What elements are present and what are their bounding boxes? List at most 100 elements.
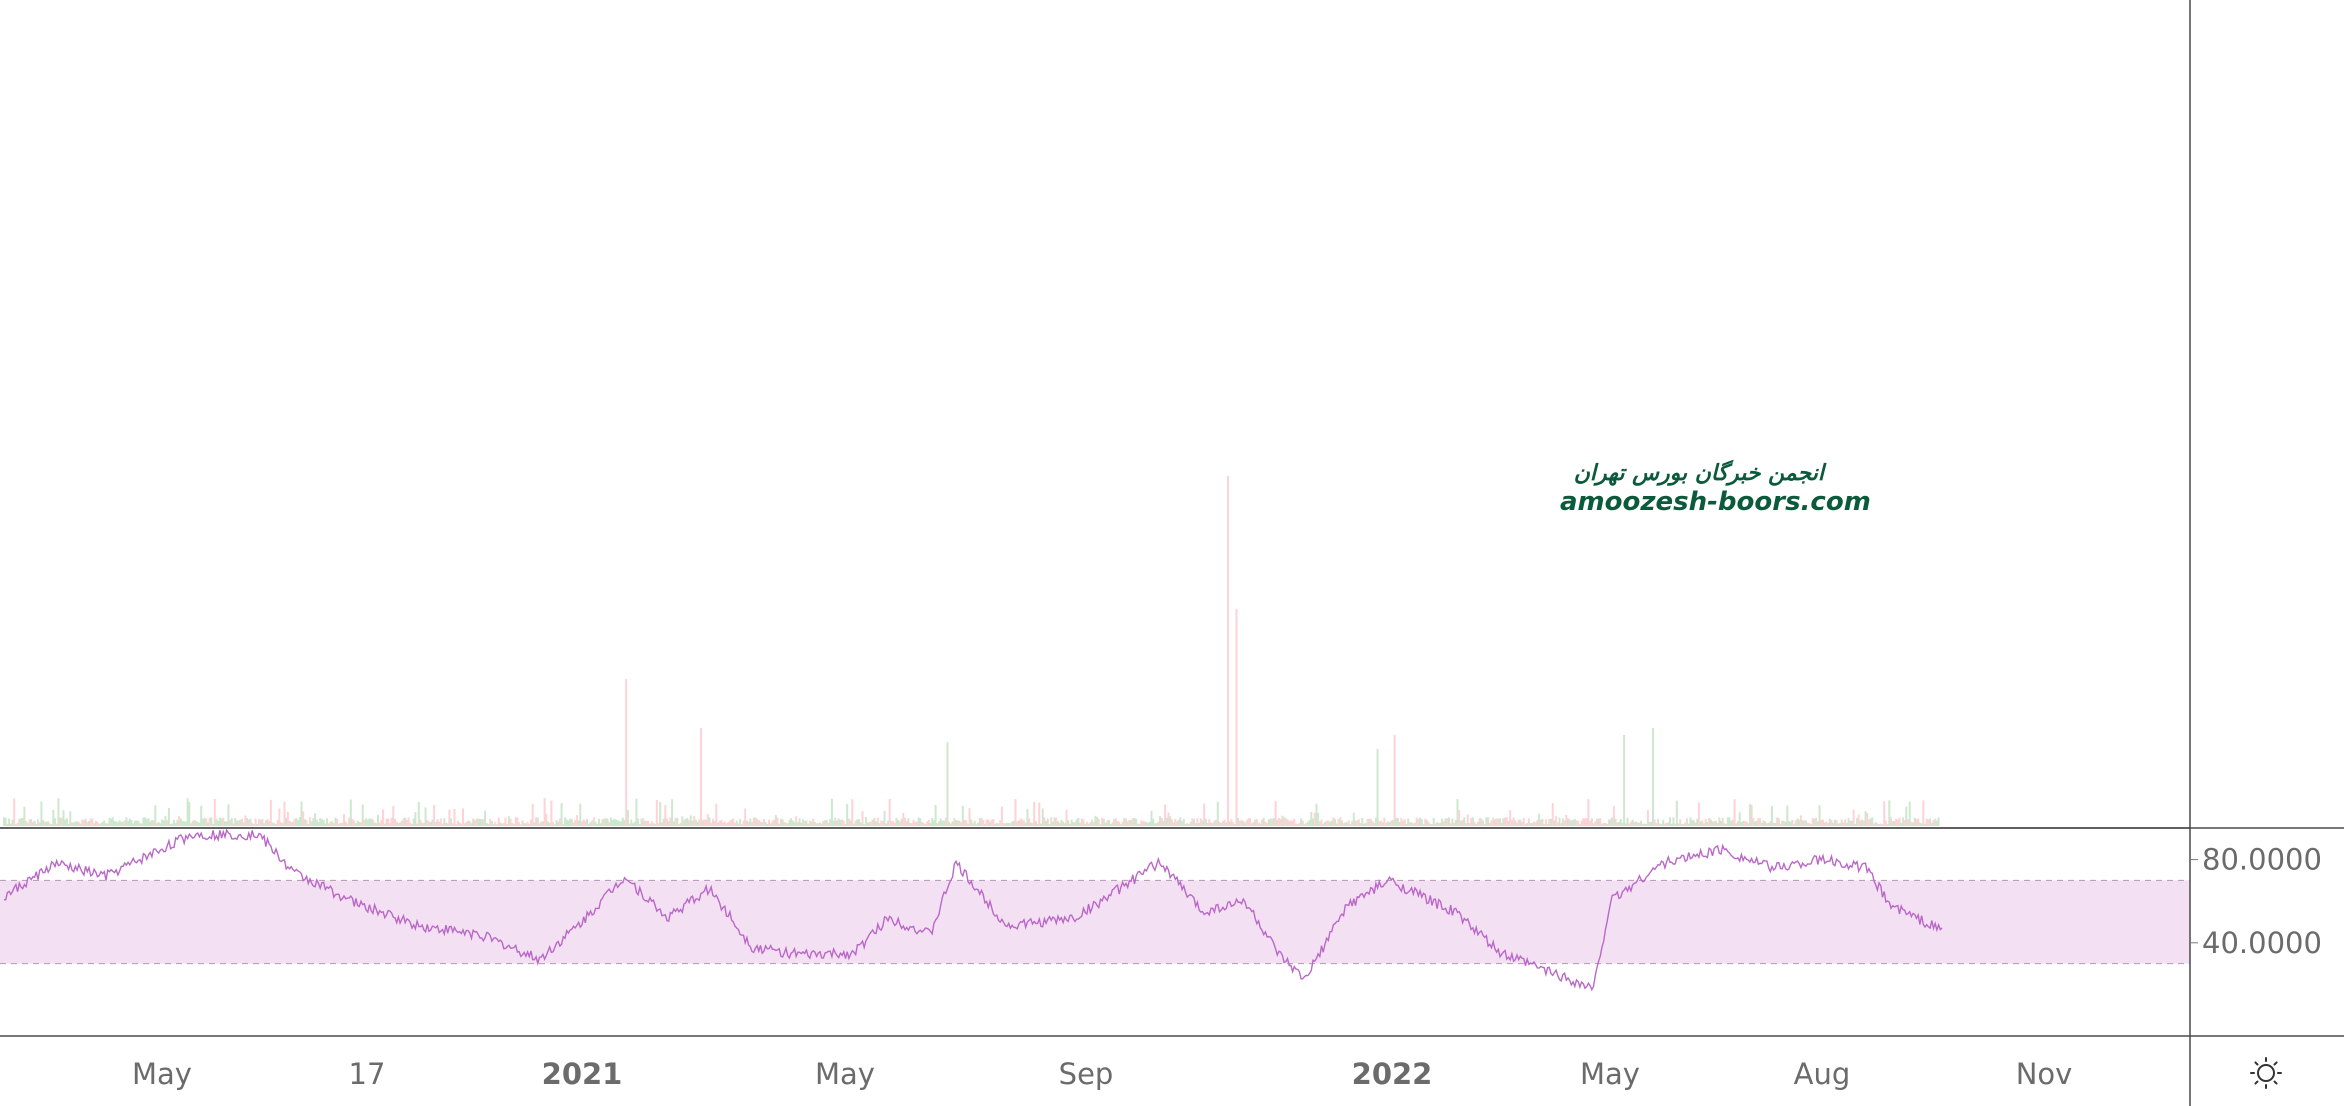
volume-bar	[404, 817, 407, 826]
volume-bar	[1718, 817, 1721, 826]
volume-bar	[1359, 823, 1362, 826]
volume-bar	[533, 822, 536, 826]
volume-bar	[1354, 820, 1357, 826]
volume-bar	[582, 819, 585, 826]
volume-bar	[1459, 820, 1462, 826]
volume-bar	[1053, 817, 1056, 826]
volume-bar	[513, 823, 515, 826]
volume-bar	[885, 823, 888, 826]
volume-bar	[926, 821, 929, 826]
volume-bar	[1162, 821, 1165, 826]
volume-bar	[1437, 823, 1440, 826]
rsi-axis[interactable]: 80.0000 40.0000	[2190, 843, 2322, 960]
volume-bar	[1760, 822, 1763, 826]
volume-bar	[902, 812, 905, 826]
volume-bar	[1193, 819, 1195, 826]
volume-bar	[1123, 818, 1126, 826]
volume-bar	[1233, 824, 1236, 826]
volume-bar	[1272, 817, 1275, 826]
volume-bar	[242, 822, 245, 826]
volume-bar	[116, 822, 119, 826]
volume-bar	[1527, 818, 1530, 826]
volume-bar	[616, 820, 619, 826]
volume-bar	[38, 822, 41, 826]
volume-bar	[375, 823, 378, 826]
volume-bar	[1004, 823, 1007, 826]
volume-bar	[861, 811, 864, 826]
volume-bar	[363, 819, 366, 826]
volume-bar	[1930, 822, 1933, 826]
volume-bar	[739, 819, 742, 826]
volume-bar	[1937, 817, 1940, 826]
volume-bar	[829, 819, 832, 826]
volume-bar	[790, 817, 793, 826]
volume-bar	[315, 819, 318, 826]
volume-bar	[475, 818, 478, 826]
volume-bar	[1568, 819, 1571, 826]
volume-bar	[1772, 822, 1775, 826]
volume-bar	[88, 821, 90, 826]
volume-bar	[1805, 820, 1807, 826]
volume-bar	[1187, 824, 1190, 826]
volume-bar	[854, 820, 857, 826]
time-tick-label: 2022	[1352, 1057, 1433, 1091]
settings-icon[interactable]	[2250, 1057, 2282, 1089]
volume-bar	[591, 820, 594, 826]
volume-bar	[156, 823, 158, 826]
volume-bar	[956, 820, 959, 826]
volume-bar	[1844, 819, 1847, 826]
volume-bar	[547, 821, 549, 826]
volume-bar	[463, 823, 466, 826]
volume-bar	[643, 820, 646, 826]
volume-bar	[625, 679, 628, 826]
volume-bar	[152, 820, 155, 826]
volume-bar	[800, 822, 803, 826]
volume-bar	[210, 817, 213, 826]
volume-bar	[1427, 822, 1430, 826]
volume-bar	[538, 823, 541, 826]
volume-bar	[1048, 824, 1051, 826]
volume-bar	[1189, 821, 1192, 826]
volume-bar	[1840, 819, 1843, 826]
volume-bar	[1505, 817, 1508, 826]
volume-bar	[1310, 811, 1313, 826]
volume-bar	[309, 817, 311, 826]
volume-bar	[1261, 819, 1263, 826]
volume-bar	[621, 817, 624, 826]
volume-bar	[1339, 817, 1342, 826]
volume-bar	[1451, 818, 1454, 826]
volume-bar	[1606, 823, 1609, 826]
volume-bar	[745, 820, 748, 826]
volume-bar	[1335, 823, 1338, 826]
volume-bar	[1723, 823, 1726, 826]
time-axis[interactable]: May 17 2021 May Sep 2022 May Aug Nov	[132, 1057, 2072, 1091]
volume-bar	[198, 822, 201, 826]
volume-bar	[805, 820, 808, 826]
volume-bar	[1301, 820, 1304, 826]
volume-bar	[113, 820, 116, 826]
volume-bar	[592, 817, 595, 826]
volume-bar	[1658, 823, 1661, 826]
volume-bar	[1667, 822, 1670, 826]
volume-bar	[1295, 823, 1297, 826]
volume-bar	[1420, 819, 1423, 826]
volume-bar	[1522, 817, 1525, 826]
volume-bar	[1023, 820, 1025, 826]
volume-bar	[263, 823, 266, 826]
volume-bar	[579, 803, 582, 826]
volume-bar	[105, 823, 107, 826]
volume-bar	[887, 820, 889, 826]
volume-bar	[266, 819, 269, 826]
volume-bar	[40, 801, 43, 826]
volume-bar	[1493, 819, 1496, 826]
volume-bar	[1143, 821, 1146, 826]
volume-bar	[1478, 818, 1481, 826]
volume-bar	[842, 820, 845, 826]
volume-bar	[453, 809, 456, 826]
volume-bar	[256, 823, 259, 826]
volume-bar	[1924, 823, 1926, 826]
volume-bar	[999, 820, 1002, 826]
volume-bar	[802, 819, 804, 826]
volume-bar	[722, 822, 725, 826]
volume-bar	[715, 803, 718, 826]
